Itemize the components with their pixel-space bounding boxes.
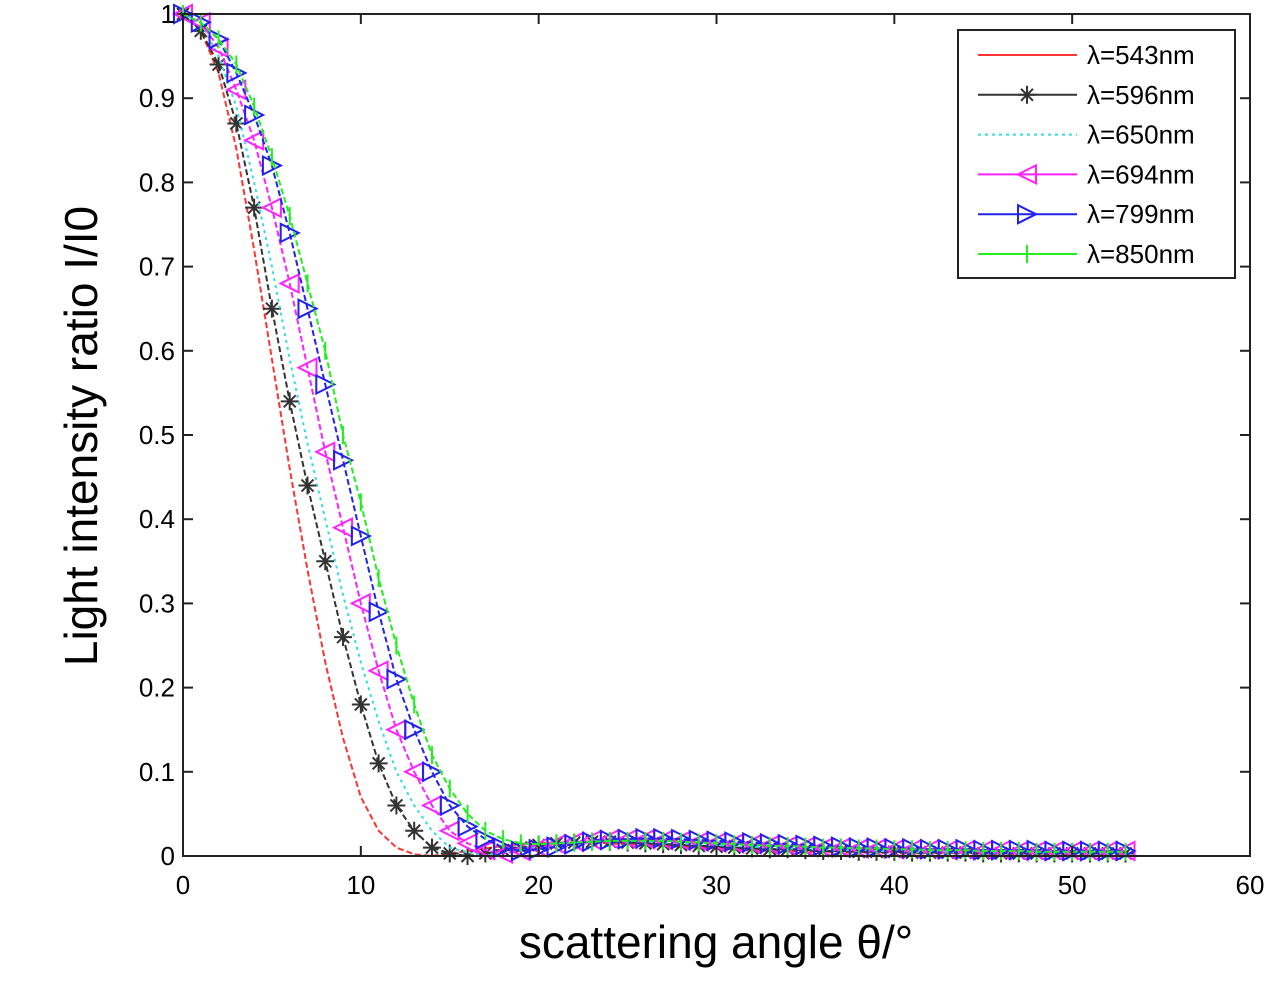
- star-stroke: [478, 846, 493, 861]
- ticks-layer: 0 10 20 30 40 50 60 0 0.1 0.2 0.3 0.4 0.5 0.6 0.7 0.8 0.…: [139, 0, 1265, 900]
- legend-label: λ=850nm: [1087, 239, 1195, 269]
- star-stroke: [354, 697, 368, 712]
- star-marker: [280, 392, 299, 411]
- star-marker: [334, 628, 353, 647]
- y-tick-label: 0.2: [139, 673, 175, 703]
- x-tick-label: 40: [880, 870, 909, 900]
- star-marker: [1018, 85, 1036, 104]
- triangle-right-marker: [1017, 203, 1039, 225]
- legend-item: λ=596nm: [978, 80, 1195, 110]
- series-line: [182, 13, 1126, 853]
- star-stroke: [318, 554, 332, 569]
- triangle-right-marker: [439, 794, 461, 817]
- legend: λ=543nm λ=596nm λ=650nm λ=694nm λ=799nm λ=850…: [957, 29, 1236, 279]
- triangle-left-marker: [260, 197, 282, 219]
- legend-box: [957, 29, 1236, 279]
- y-tick-label: 0: [161, 841, 175, 871]
- star-stroke: [407, 824, 421, 838]
- triangle-left-marker: [296, 357, 318, 379]
- star-marker: [422, 838, 441, 857]
- y-tick-label: 0.7: [139, 252, 175, 282]
- x-axis-label: scattering angle θ/°: [519, 916, 913, 968]
- triangle-left-marker: [1015, 163, 1037, 186]
- legend-label: λ=596nm: [1087, 80, 1195, 110]
- y-tick-label: 0.6: [139, 336, 175, 366]
- star-stroke: [443, 846, 457, 861]
- triangle-right-marker: [297, 298, 319, 320]
- legend-item: λ=694nm: [978, 159, 1195, 189]
- triangle-right-marker: [279, 222, 301, 244]
- triangle-right-marker: [315, 373, 337, 396]
- legend-label: λ=650nm: [1087, 120, 1195, 150]
- x-tick-label: 20: [524, 870, 553, 900]
- series-layer: [171, 3, 1137, 865]
- legend-item: λ=799nm: [978, 199, 1195, 229]
- y-axis-label: Light intensity ratio I/I0: [55, 206, 107, 666]
- y-tick-label: 0.1: [139, 757, 175, 787]
- star-marker: [262, 299, 281, 318]
- star-marker: [387, 796, 406, 815]
- triangle-left-marker: [278, 272, 300, 295]
- y-tick-label: 0.3: [139, 588, 175, 618]
- star-stroke: [300, 478, 315, 493]
- x-tick-label: 0: [176, 870, 190, 900]
- star-stroke: [371, 756, 386, 771]
- star-marker: [316, 552, 335, 571]
- star-stroke: [1020, 88, 1034, 102]
- star-stroke: [389, 798, 404, 813]
- y-tick-label: 0.4: [139, 504, 175, 534]
- star-marker: [440, 844, 459, 863]
- triangle-right-marker: [333, 449, 355, 471]
- series-line: [182, 13, 1126, 858]
- star-stroke: [211, 57, 226, 72]
- y-tick-label: 0.8: [139, 167, 175, 197]
- triangle-right-marker: [421, 761, 444, 783]
- series-5: [182, 5, 1127, 861]
- star-marker: [369, 754, 388, 773]
- x-tick-label: 30: [702, 870, 731, 900]
- triangle-right-marker: [386, 668, 408, 690]
- triangle-left-marker: [225, 79, 247, 101]
- x-tick-label: 60: [1236, 870, 1265, 900]
- y-tick-label: 1: [161, 0, 175, 29]
- legend-label: λ=543nm: [1087, 40, 1195, 70]
- legend-item: λ=650nm: [978, 120, 1195, 150]
- triangle-right-marker: [350, 525, 373, 547]
- star-marker: [351, 695, 370, 714]
- star-marker: [227, 114, 246, 133]
- triangle-right-marker: [368, 601, 390, 623]
- triangle-right-marker: [404, 719, 426, 741]
- star-stroke: [425, 840, 439, 855]
- legend-item: λ=850nm: [978, 239, 1195, 269]
- star-stroke: [229, 116, 244, 131]
- x-tick-label: 10: [346, 870, 375, 900]
- star-marker: [245, 198, 264, 217]
- star-stroke: [265, 301, 279, 316]
- triangle-left-marker: [331, 517, 354, 539]
- star-marker: [298, 476, 317, 495]
- legend-label: λ=799nm: [1087, 199, 1195, 229]
- star-marker: [405, 821, 424, 840]
- y-tick-label: 0.5: [139, 420, 175, 450]
- y-tick-label: 0.9: [139, 83, 175, 113]
- triangle-left-marker: [438, 820, 460, 842]
- star-stroke: [282, 394, 297, 409]
- legend-item: λ=543nm: [978, 40, 1195, 70]
- series-line: [182, 13, 1126, 852]
- star-stroke: [336, 630, 350, 644]
- x-tick-label: 50: [1058, 870, 1087, 900]
- legend-label: λ=694nm: [1087, 159, 1195, 189]
